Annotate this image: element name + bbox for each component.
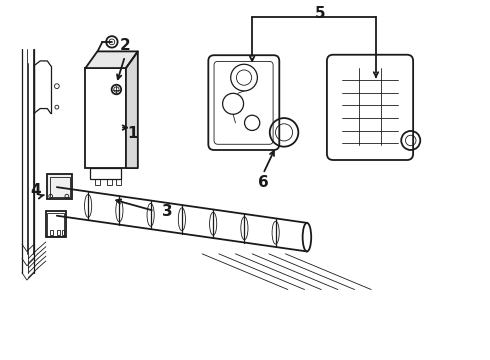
Text: 3: 3 — [162, 204, 172, 219]
Text: 6: 6 — [258, 175, 269, 190]
Bar — [46, 211, 66, 237]
Text: 1: 1 — [127, 126, 137, 141]
Bar — [48, 174, 72, 199]
Text: 4: 4 — [30, 184, 41, 198]
Bar — [107, 179, 112, 185]
Bar — [57, 230, 60, 235]
Bar — [95, 179, 100, 185]
Bar — [49, 177, 70, 197]
Polygon shape — [85, 51, 138, 68]
Bar — [49, 230, 52, 235]
Text: 5: 5 — [315, 6, 325, 21]
Bar — [117, 179, 121, 185]
Polygon shape — [126, 51, 138, 168]
Bar — [90, 168, 121, 179]
Bar — [48, 213, 65, 236]
Bar — [62, 230, 65, 235]
Bar — [85, 68, 126, 168]
Text: 2: 2 — [120, 38, 130, 53]
